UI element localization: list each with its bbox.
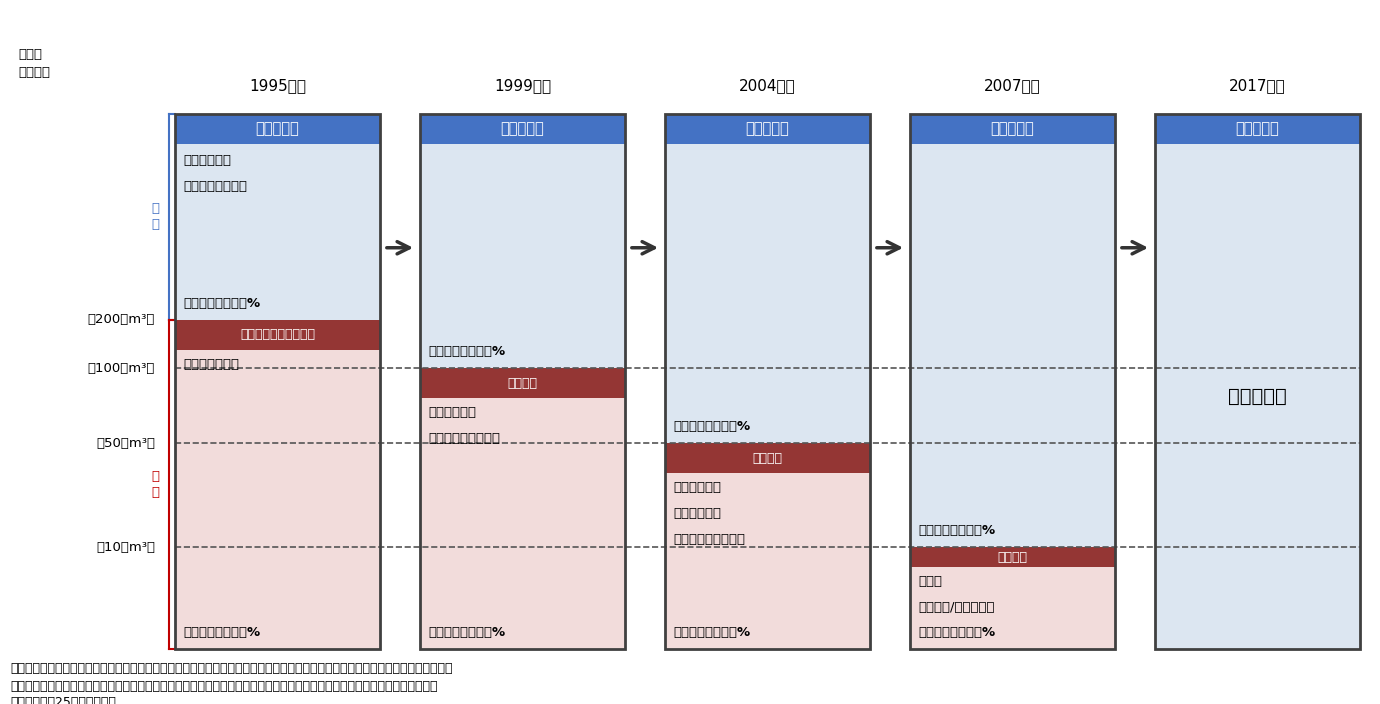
Text: ガス販売量　３６%: ガス販売量 ３６% <box>918 626 995 639</box>
Bar <box>420 368 625 398</box>
Text: 自由化部門: 自由化部門 <box>1235 122 1279 137</box>
Text: ガス販売量　４９%: ガス販売量 ４９% <box>184 297 259 310</box>
Text: ガス販売量　４７%: ガス販売量 ４７% <box>428 626 505 639</box>
Text: 【10万m³】: 【10万m³】 <box>97 541 155 554</box>
Text: ・小規模ホテル　等: ・小規模ホテル 等 <box>673 533 745 546</box>
Bar <box>175 114 380 144</box>
Bar <box>909 144 1115 547</box>
Text: ガス販売量　５１%: ガス販売量 ５１% <box>184 626 259 639</box>
Bar <box>1155 114 1361 649</box>
Text: 【200万m³】: 【200万m³】 <box>87 313 155 327</box>
Text: 2017年～: 2017年～ <box>1230 79 1286 94</box>
Text: ・中規模工場: ・中規模工場 <box>428 406 476 419</box>
Text: ・大規模工場: ・大規模工場 <box>184 154 230 167</box>
Bar <box>909 114 1115 144</box>
Text: 小
口: 小 口 <box>150 470 159 499</box>
Text: 自由化部門: 自由化部門 <box>745 122 789 137</box>
Text: （平成25年度実績）。: （平成25年度実績）。 <box>10 696 116 704</box>
Bar <box>175 144 380 320</box>
Text: 使用量】: 使用量】 <box>18 65 50 79</box>
Text: 自由化部門: 自由化部門 <box>255 122 299 137</box>
Text: ・中規模病院: ・中規模病院 <box>673 507 720 520</box>
Text: （注１）小売全面自由化後も、需要家保護の観点から、競争が進展してない地域においては、経過措置として小売料金規制を存続。: （注１）小売全面自由化後も、需要家保護の観点から、競争が進展してない地域において… <box>10 662 453 675</box>
Text: ・中規模ホテル　等: ・中規模ホテル 等 <box>428 432 500 445</box>
Bar <box>175 350 380 649</box>
Bar <box>909 114 1115 649</box>
Text: ・事務所/コンビ二等: ・事務所/コンビ二等 <box>918 601 995 615</box>
Text: ガス販売量　６４%: ガス販売量 ６４% <box>918 524 995 537</box>
Bar <box>665 443 869 473</box>
Text: 【年間: 【年間 <box>18 47 41 61</box>
Text: ガス販売量　５７%: ガス販売量 ５７% <box>673 420 751 433</box>
Bar <box>175 320 380 350</box>
Text: 【50万m³】: 【50万m³】 <box>97 436 155 450</box>
Text: 大
口: 大 口 <box>150 203 159 232</box>
Text: 1995年～: 1995年～ <box>248 79 306 94</box>
Text: 2007年～: 2007年～ <box>984 79 1041 94</box>
Text: 規制部門（地域独占）: 規制部門（地域独占） <box>240 329 315 341</box>
Bar <box>665 473 869 649</box>
Text: 1999年～: 1999年～ <box>494 79 551 94</box>
Text: 規制部門: 規制部門 <box>752 451 782 465</box>
Bar <box>420 398 625 649</box>
Bar <box>909 547 1115 567</box>
Bar <box>175 114 380 649</box>
Text: ・大規模ホテル: ・大規模ホテル <box>184 358 239 371</box>
Bar <box>909 567 1115 649</box>
Text: ・小規模工場: ・小規模工場 <box>673 481 720 494</box>
Text: 規制部門: 規制部門 <box>998 551 1028 564</box>
Text: （注２）年間使用量の多寡によって大口・小口に分かれる。各シェアは大手１０社のガス販売量に占める大口供給販売量の割合: （注２）年間使用量の多寡によって大口・小口に分かれる。各シェアは大手１０社のガス… <box>10 680 437 693</box>
Bar <box>665 114 869 144</box>
Text: ガス販売量　５３%: ガス販売量 ５３% <box>428 345 505 358</box>
Bar <box>1155 114 1361 144</box>
Text: 全面自由化: 全面自由化 <box>1228 387 1288 406</box>
Text: ・家庭: ・家庭 <box>918 575 943 589</box>
Text: 【100万m³】: 【100万m³】 <box>87 362 155 375</box>
Text: ガス販売量　４３%: ガス販売量 ４３% <box>673 626 751 639</box>
Text: 規制部門: 規制部門 <box>508 377 537 389</box>
Bar <box>420 114 625 144</box>
Text: 自由化部門: 自由化部門 <box>991 122 1035 137</box>
Bar <box>665 114 869 649</box>
Text: ・大規模病院　等: ・大規模病院 等 <box>184 180 247 193</box>
Bar <box>1155 144 1361 649</box>
Bar <box>420 144 625 368</box>
Bar <box>420 114 625 649</box>
Text: 2004年～: 2004年～ <box>740 79 796 94</box>
Bar <box>665 144 869 443</box>
Text: 自由化部門: 自由化部門 <box>501 122 544 137</box>
